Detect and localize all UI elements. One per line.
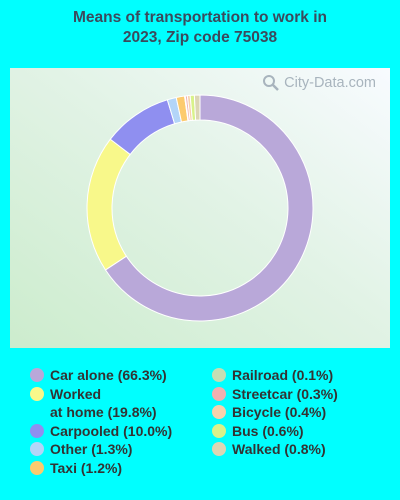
legend-label: Streetcar (0.3%): [232, 385, 338, 402]
legend-right-item-3: Bus (0.6%): [212, 422, 338, 441]
legend-label: Walked (0.8%): [232, 441, 326, 457]
watermark: City-Data.com: [262, 74, 376, 92]
legend-left-item-2: Carpooled (10.0%): [30, 422, 172, 441]
watermark-text: City-Data.com: [284, 75, 376, 91]
donut-slice-1: [86, 138, 131, 271]
legend-label: Car alone (66.3%): [50, 367, 167, 383]
legend-right-item-4: Walked (0.8%): [212, 440, 338, 459]
legend: Car alone (66.3%) Worked at home (19.8%) Ca…: [0, 366, 400, 496]
legend-right-item-0: Railroad (0.1%): [212, 366, 338, 385]
legend-label: Taxi (1.2%): [50, 459, 123, 476]
legend-left-item-0: Car alone (66.3%): [30, 366, 172, 385]
donut-slice-2: [109, 99, 176, 156]
legend-left-item-1: Worked at home (19.8%): [30, 385, 172, 422]
chart-title-line1: Means of transportation to work in: [72, 9, 328, 26]
legend-swatch: [30, 368, 44, 382]
legend-swatch: [30, 442, 44, 456]
magnifier-icon: [263, 75, 280, 91]
legend-label: Bicycle (0.4%): [232, 404, 327, 420]
donut-slice-0: [104, 94, 314, 322]
legend-left-item-3: Other (1.3%): [30, 440, 172, 459]
legend-swatch: [30, 386, 44, 401]
legend-label: Other (1.3%): [50, 441, 133, 457]
legend-right-item-2: Bicycle (0.4%): [212, 403, 338, 422]
chart-title-line2: 2023, Zip code 75038: [122, 29, 278, 46]
legend-swatch: [30, 460, 44, 475]
legend-label: Railroad (0.1%): [232, 367, 334, 383]
legend-swatch: [212, 423, 226, 438]
legend-left-item-4: Taxi (1.2%): [30, 459, 172, 478]
legend-label-cont: at home (19.8%): [50, 404, 157, 420]
legend-label: Carpooled (10.0%): [50, 422, 173, 439]
legend-label: Bus (0.6%): [232, 422, 304, 439]
legend-right-item-1: Streetcar (0.3%): [212, 385, 338, 404]
legend-right-column: Railroad (0.1%) Streetcar (0.3%) Bicycle (…: [212, 366, 338, 459]
legend-swatch: [212, 405, 226, 419]
donut-slice-9: [193, 94, 201, 121]
chart-title: Means of transportation to work in 2023,…: [0, 8, 400, 48]
legend-label: Worked: [50, 385, 102, 402]
legend-swatch: [212, 442, 226, 456]
legend-swatch: [30, 423, 44, 438]
legend-swatch: [212, 386, 226, 401]
legend-left-column: Car alone (66.3%) Worked at home (19.8%) Ca…: [30, 366, 172, 477]
legend-swatch: [212, 368, 226, 382]
